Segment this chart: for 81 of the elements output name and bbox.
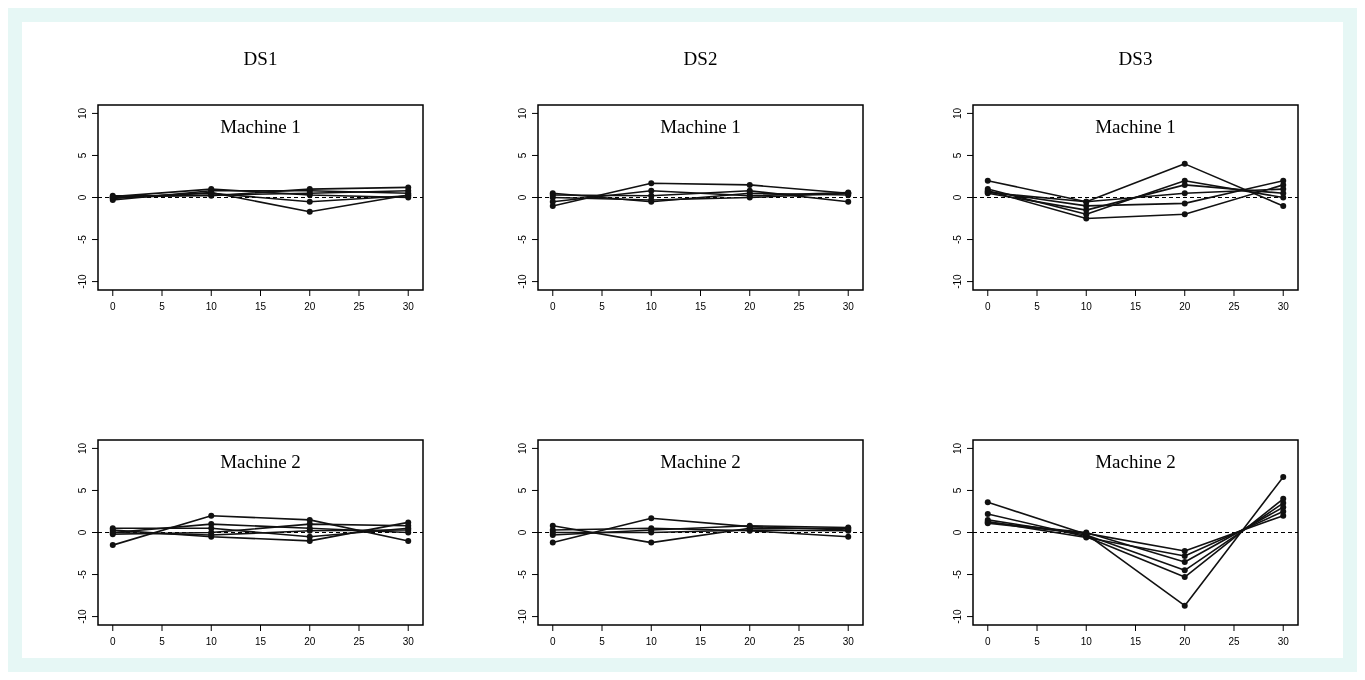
x-tick-label: 30 <box>842 301 855 312</box>
y-tick-label: 5 <box>77 152 88 159</box>
x-tick-label: 25 <box>353 636 365 647</box>
x-tick-label: 10 <box>1080 636 1093 647</box>
text: Machine 2 <box>1095 451 1176 472</box>
x-tick-label: 10 <box>645 636 658 647</box>
y-tick-label: 10 <box>517 107 528 119</box>
y-tick-label: 0 <box>952 194 963 201</box>
x-tick-label: 20 <box>1179 301 1191 312</box>
x-tick-label: 10 <box>205 636 218 647</box>
x-tick-label: 20 <box>304 301 316 312</box>
y-tick-label: 5 <box>952 152 963 159</box>
x-tick-label: 25 <box>793 301 805 312</box>
x-tick-label: 20 <box>1179 636 1191 647</box>
y-tick-label: 10 <box>77 442 88 454</box>
x-tick-label: 5 <box>599 636 606 647</box>
x-tick-label: 0 <box>984 301 991 312</box>
y-tick-label: 0 <box>77 529 88 536</box>
x-tick-label: 25 <box>353 301 365 312</box>
x-tick-label: 0 <box>549 301 556 312</box>
y-tick-label: 10 <box>952 442 963 454</box>
chart-title: DS2 <box>683 48 718 69</box>
y-tick-label: -5 <box>77 234 88 244</box>
x-tick-label: 30 <box>402 301 415 312</box>
x-tick-label: 30 <box>402 636 415 647</box>
y-tick-label: 0 <box>952 529 963 536</box>
y-tick-label: -5 <box>517 234 528 244</box>
x-tick-label: 25 <box>1228 301 1240 312</box>
y-tick-label: 10 <box>517 442 528 454</box>
y-tick-label: 5 <box>952 487 963 494</box>
y-tick-label: -10 <box>77 608 88 624</box>
x-tick-label: 10 <box>1080 301 1093 312</box>
x-tick-label: 5 <box>1034 636 1041 647</box>
x-tick-label: 0 <box>109 301 116 312</box>
x-tick-label: 5 <box>1034 301 1041 312</box>
x-tick-label: 30 <box>1277 301 1290 312</box>
y-tick-label: -5 <box>517 569 528 579</box>
y-tick-label: -10 <box>77 273 88 289</box>
y-tick-label: 5 <box>517 487 528 494</box>
text: Machine 1 <box>660 116 741 137</box>
x-tick-label: 5 <box>159 636 166 647</box>
x-tick-label: 20 <box>744 301 756 312</box>
y-tick-label: 5 <box>77 487 88 494</box>
y-tick-label: -10 <box>952 273 963 289</box>
x-tick-label: 10 <box>645 301 658 312</box>
x-tick-label: 15 <box>254 301 267 312</box>
y-tick-label: 10 <box>77 107 88 119</box>
y-tick-label: 0 <box>517 194 528 201</box>
x-tick-label: 10 <box>205 301 218 312</box>
y-tick-label: -10 <box>952 608 963 624</box>
x-tick-label: 20 <box>304 636 316 647</box>
x-tick-label: 20 <box>744 636 756 647</box>
x-tick-label: 15 <box>694 636 707 647</box>
x-tick-label: 25 <box>793 636 805 647</box>
y-tick-label: -5 <box>77 569 88 579</box>
text: Machine 1 <box>220 116 301 137</box>
x-tick-label: 25 <box>1228 636 1240 647</box>
x-tick-label: 0 <box>109 636 116 647</box>
x-tick-label: 30 <box>842 636 855 647</box>
x-tick-label: 15 <box>694 301 707 312</box>
text: Machine 2 <box>220 451 301 472</box>
x-tick-label: 0 <box>549 636 556 647</box>
x-tick-label: 15 <box>1129 636 1142 647</box>
y-tick-label: -10 <box>517 608 528 624</box>
x-tick-label: 5 <box>599 301 606 312</box>
x-tick-label: 15 <box>254 636 267 647</box>
text: Machine 2 <box>660 451 741 472</box>
x-tick-label: 0 <box>984 636 991 647</box>
x-tick-label: 15 <box>1129 301 1142 312</box>
text: Machine 1 <box>1095 116 1176 137</box>
y-tick-label: -5 <box>952 234 963 244</box>
y-tick-label: 0 <box>77 194 88 201</box>
y-tick-label: 0 <box>517 529 528 536</box>
y-tick-label: 10 <box>952 107 963 119</box>
x-tick-label: 30 <box>1277 636 1290 647</box>
chart-title: DS1 <box>243 48 278 69</box>
x-tick-label: 5 <box>159 301 166 312</box>
y-tick-label: 5 <box>517 152 528 159</box>
y-tick-label: -10 <box>517 273 528 289</box>
chart-title: DS3 <box>1118 48 1153 69</box>
y-tick-label: -5 <box>952 569 963 579</box>
